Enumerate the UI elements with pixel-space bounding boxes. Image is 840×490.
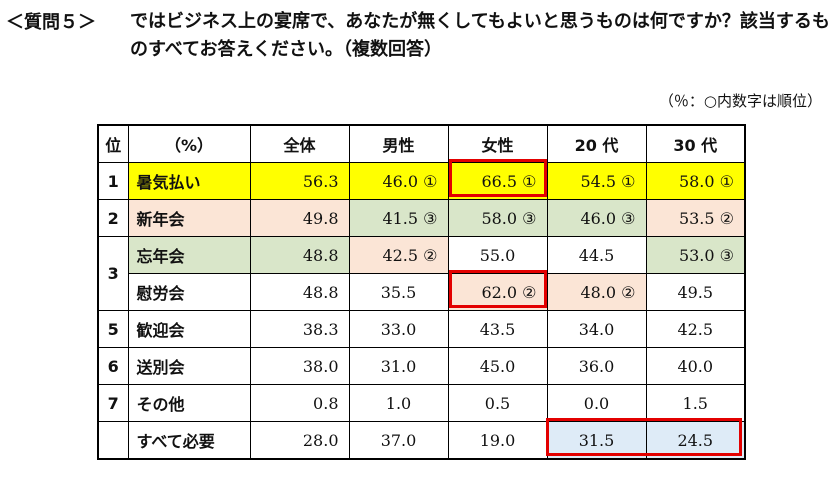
table-row: 6 送別会 38.0 31.0 45.0 36.0 40.0 — [97, 347, 746, 385]
cell-30s: 24.5 — [645, 421, 746, 460]
header-rank: 位 — [97, 124, 129, 163]
row-item: 送別会 — [127, 347, 251, 385]
cell-total: 28.0 — [249, 421, 350, 460]
row-rank: 3 — [97, 236, 129, 311]
cell-female: 62.0 ② — [447, 273, 548, 311]
header-unit: （%） — [127, 124, 251, 163]
cell-female: 45.0 — [447, 347, 548, 385]
cell-30s: 42.5 — [645, 310, 746, 348]
cell-total: 38.0 — [249, 347, 350, 385]
cell-male: 33.0 — [348, 310, 449, 348]
row-rank: 6 — [97, 347, 129, 385]
header-female: 女性 — [447, 124, 548, 163]
header-total: 全体 — [249, 124, 350, 163]
cell-20s: 36.0 — [546, 347, 647, 385]
cell-30s: 49.5 — [645, 273, 746, 311]
question-text: ではビジネス上の宴席で、あなたが無くしてもよいと思うものは何ですか？該当するもの… — [130, 11, 830, 60]
cell-20s: 44.5 — [546, 236, 647, 274]
row-rank: 2 — [97, 199, 129, 237]
cell-20s: 48.0 ② — [546, 273, 647, 311]
cell-total: 0.8 — [249, 384, 350, 422]
header-male: 男性 — [348, 124, 449, 163]
cell-20s: 0.0 — [546, 384, 647, 422]
cell-male: 1.0 — [348, 384, 449, 422]
table-row: すべて必要 28.0 37.0 19.0 31.5 24.5 — [97, 421, 746, 460]
row-item: 暑気払い — [127, 162, 251, 200]
table-row: 慰労会 48.8 35.5 62.0 ② 48.0 ② 49.5 — [98, 273, 746, 311]
cell-30s: 53.5 ② — [645, 199, 746, 237]
cell-female: 43.5 — [447, 310, 548, 348]
row-item: 慰労会 — [127, 273, 251, 311]
cell-20s: 46.0 ③ — [546, 199, 647, 237]
cell-female: 0.5 — [447, 384, 548, 422]
table-row: 5 歓迎会 38.3 33.0 43.5 34.0 42.5 — [97, 310, 746, 348]
row-item: その他 — [127, 384, 251, 422]
cell-male: 41.5 ③ — [348, 199, 449, 237]
row-rank: 1 — [97, 162, 129, 200]
question-label: ＜質問５＞ — [6, 12, 96, 33]
results-table: 位 （%） 全体 男性 女性 20 代 30 代 1 暑気払い 56.3 46.… — [97, 124, 746, 460]
table-note: （％：○内数字は順位） — [658, 92, 822, 110]
cell-male: 42.5 ② — [348, 236, 449, 274]
cell-male: 37.0 — [348, 421, 449, 460]
cell-30s: 40.0 — [645, 347, 746, 385]
cell-total: 49.8 — [249, 199, 350, 237]
cell-20s: 31.5 — [546, 421, 647, 460]
row-item: 新年会 — [127, 199, 251, 237]
row-item: 歓迎会 — [127, 310, 251, 348]
header-20s: 20 代 — [546, 124, 647, 163]
cell-20s: 54.5 ① — [546, 162, 647, 200]
header-30s: 30 代 — [645, 124, 746, 163]
cell-male: 35.5 — [348, 273, 449, 311]
cell-total: 56.3 — [249, 162, 350, 200]
cell-female: 58.0 ③ — [447, 199, 548, 237]
table-header-row: 位 （%） 全体 男性 女性 20 代 30 代 — [97, 124, 746, 163]
cell-30s: 58.0 ① — [645, 162, 746, 200]
table-row: 1 暑気払い 56.3 46.0 ① 66.5 ① 54.5 ① 58.0 ① — [97, 162, 746, 200]
table-row: 7 その他 0.8 1.0 0.5 0.0 1.5 — [97, 384, 746, 422]
cell-male: 46.0 ① — [348, 162, 449, 200]
row-rank: 5 — [97, 310, 129, 348]
cell-female: 66.5 ① — [447, 162, 548, 200]
row-rank — [97, 421, 129, 460]
cell-male: 31.0 — [348, 347, 449, 385]
cell-30s: 1.5 — [645, 384, 746, 422]
cell-female: 19.0 — [447, 421, 548, 460]
cell-total: 38.3 — [249, 310, 350, 348]
row-rank: 7 — [97, 384, 129, 422]
cell-total: 48.8 — [249, 273, 350, 311]
table-row: 2 新年会 49.8 41.5 ③ 58.0 ③ 46.0 ③ 53.5 ② — [97, 199, 746, 237]
cell-20s: 34.0 — [546, 310, 647, 348]
cell-female: 55.0 — [447, 236, 548, 274]
table-row: 3 忘年会 48.8 42.5 ② 55.0 44.5 53.0 ③ — [97, 236, 746, 311]
row-item: 忘年会 — [127, 236, 251, 274]
row-item: すべて必要 — [127, 421, 251, 460]
cell-30s: 53.0 ③ — [645, 236, 746, 274]
cell-total: 48.8 — [249, 236, 350, 274]
